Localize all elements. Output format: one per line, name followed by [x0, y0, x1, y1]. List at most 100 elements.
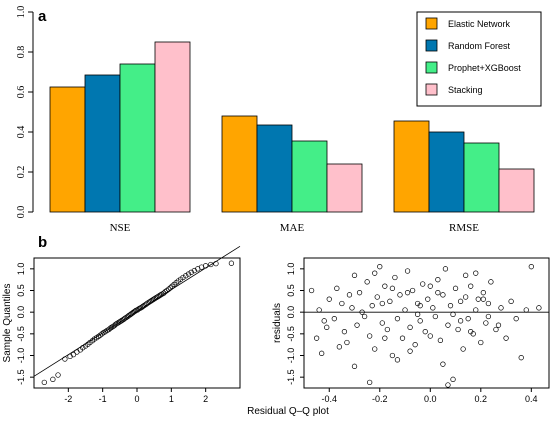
qq-points [41, 260, 235, 386]
data-point [432, 313, 438, 320]
data-point [518, 355, 524, 361]
qq-ticks: -2 -1 0 1 2 1.0 0.5 0.0 -0.5 -1.0 -1.5 [16, 263, 208, 404]
bar [463, 142, 500, 213]
qq-plot: -2 -1 0 1 2 1.0 0.5 0.0 -0.5 -1.0 -1.5 Residual Q–… [2, 245, 329, 417]
data-point [148, 298, 154, 304]
data-point [319, 350, 325, 356]
bar-y-tick-label: 0.4 [16, 126, 27, 139]
data-point [50, 376, 56, 382]
bar [326, 163, 363, 213]
bar-category-label: NSE [110, 222, 131, 234]
data-point [523, 307, 529, 313]
data-point [440, 292, 446, 298]
data-point [457, 318, 464, 324]
data-point [41, 379, 47, 386]
data-point [122, 315, 128, 321]
legend-label: Stacking [448, 85, 483, 95]
bar [49, 86, 86, 213]
data-point [480, 290, 486, 296]
data-point [473, 270, 479, 276]
data-point [407, 324, 413, 330]
bar [256, 124, 293, 213]
data-point [158, 292, 164, 298]
data-point [108, 324, 115, 330]
bar [119, 63, 156, 213]
data-point [356, 290, 363, 296]
data-point [164, 287, 170, 294]
x-tick-label: -0.2 [372, 394, 388, 404]
residual-plot: -0.4 -0.2 0.0 0.2 0.4 1.0 0.5 0.0 -0.5 -1.0 -1.5 r… [272, 257, 550, 404]
data-point [183, 273, 189, 279]
data-point [351, 272, 358, 278]
bar-chart: 0.0 0.2 0.4 0.6 0.8 1.0 NSE MAE RMSE Elastic Ne… [16, 6, 542, 234]
data-point [308, 287, 315, 294]
bar-y-tick-label: 0.6 [16, 86, 27, 99]
data-point [445, 382, 451, 388]
y-tick-label: 0.5 [16, 284, 26, 297]
data-point [140, 303, 146, 309]
data-point [404, 268, 411, 274]
data-point [498, 305, 504, 311]
data-point [488, 279, 494, 285]
y-tick-label: 0.5 [286, 284, 296, 297]
data-point [485, 300, 492, 307]
y-tick-label: 1.0 [16, 263, 26, 276]
data-point [149, 297, 156, 303]
data-point [427, 283, 433, 289]
data-point [74, 349, 80, 355]
y-tick-label: -1.5 [286, 369, 296, 385]
data-point [394, 357, 401, 363]
data-point [384, 326, 391, 333]
data-point [339, 300, 345, 307]
legend-box [416, 11, 542, 107]
y-tick-label: 0.0 [286, 306, 296, 319]
data-point [437, 337, 444, 343]
bar-legend: Elastic Network Random Forest Prophet+XGBo… [416, 11, 542, 107]
bar-y-tick-label: 0.8 [16, 46, 27, 59]
data-point [95, 333, 102, 340]
data-point [334, 285, 340, 291]
data-point [80, 345, 86, 351]
data-point [495, 322, 502, 328]
data-point [480, 296, 486, 302]
residual-points [308, 264, 542, 388]
data-point [455, 326, 461, 333]
data-point [316, 307, 322, 313]
data-point [167, 285, 173, 291]
data-point [417, 303, 423, 309]
data-point [462, 272, 469, 278]
residual-ticks: -0.4 -0.2 0.0 0.2 0.4 1.0 0.5 0.0 -0.5 -1.0 -1.5 [286, 263, 538, 404]
legend-swatch [425, 39, 438, 52]
data-point [528, 264, 534, 270]
y-tick-label: -1.0 [286, 348, 296, 364]
data-point [483, 320, 489, 326]
y-tick-label: 1.0 [286, 263, 296, 276]
y-tick-label: -1.0 [16, 348, 26, 364]
data-point [422, 329, 428, 335]
legend-swatch [425, 83, 438, 96]
data-point [185, 271, 192, 277]
data-point [430, 305, 436, 311]
data-point [457, 298, 464, 304]
data-point [55, 372, 61, 378]
data-point [144, 300, 150, 307]
data-point [440, 361, 446, 367]
data-point [513, 316, 519, 322]
x-tick-label: -1 [99, 394, 107, 404]
bar-y-ticks: 0.0 0.2 0.4 0.6 0.8 1.0 [16, 6, 33, 218]
data-point [107, 325, 113, 331]
data-point [228, 260, 235, 266]
data-point [372, 346, 378, 352]
bar [154, 41, 191, 213]
bar-category-label: RMSE [449, 222, 479, 234]
data-point [344, 339, 350, 346]
data-point [442, 266, 449, 272]
bar [221, 115, 258, 213]
data-point [382, 283, 388, 289]
data-point [374, 294, 380, 300]
data-point [508, 298, 514, 304]
residual-plot-frame [303, 257, 550, 389]
data-point [113, 321, 119, 327]
legend-swatch [425, 17, 438, 30]
x-tick-label: 0 [134, 394, 139, 404]
